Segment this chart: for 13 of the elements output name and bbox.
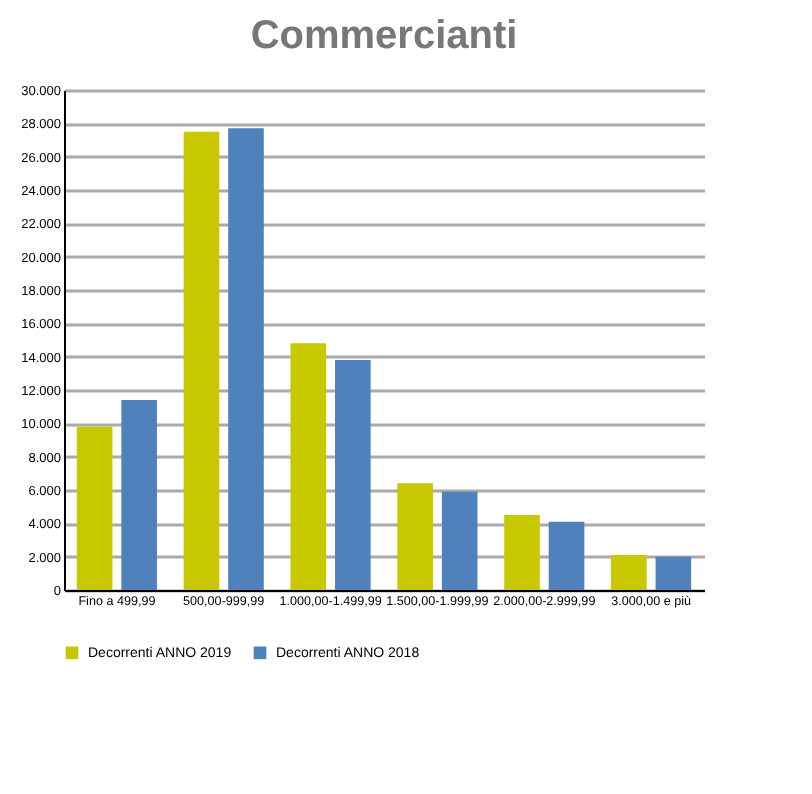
bar <box>548 521 585 590</box>
bar <box>504 515 540 590</box>
bar <box>121 400 157 590</box>
chart-title: Commercianti <box>250 14 518 58</box>
bar <box>655 556 692 590</box>
bar <box>290 343 327 590</box>
bar <box>76 426 113 590</box>
bar <box>611 555 647 590</box>
bar <box>335 360 371 590</box>
bar <box>228 128 264 590</box>
bar <box>441 491 478 590</box>
bar <box>397 483 433 590</box>
bar <box>183 131 220 590</box>
